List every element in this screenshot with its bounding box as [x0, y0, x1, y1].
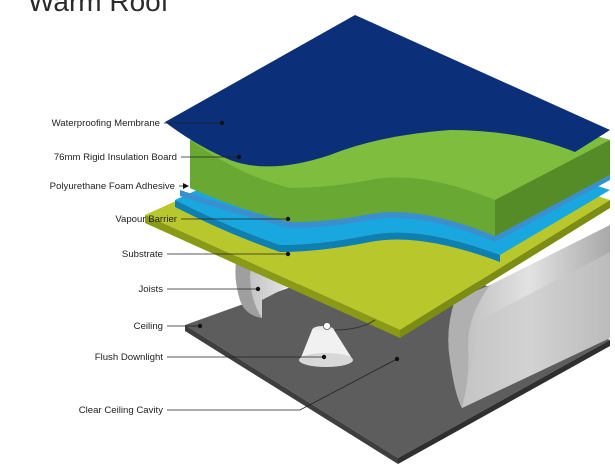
label-rigid-insulation-board: 76mm Rigid Insulation Board: [54, 152, 242, 163]
svg-text:Clear Ceiling Cavity: Clear Ceiling Cavity: [79, 405, 163, 416]
svg-text:Waterproofing Membrane: Waterproofing Membrane: [52, 118, 160, 129]
label-clear-ceiling-cavity: Clear Ceiling Cavity: [79, 356, 400, 416]
label-substrate: Substrate: [122, 249, 291, 260]
svg-text:Ceiling: Ceiling: [134, 321, 163, 332]
waterproofing-membrane-layer: [165, 15, 610, 167]
label-flush-downlight: Flush Downlight: [95, 352, 327, 363]
marker-dot: [236, 154, 242, 160]
svg-text:Substrate: Substrate: [122, 249, 163, 260]
downlight-fixture: [299, 319, 376, 367]
label-joists: Joists: [138, 284, 261, 295]
svg-text:Vapour Barrier: Vapour Barrier: [115, 214, 177, 225]
label-ceiling: Ceiling: [134, 321, 203, 332]
label-foam-adhesive: Polyurethane Foam Adhesive: [50, 181, 189, 192]
marker-dot: [219, 120, 225, 126]
joist-right: [448, 225, 610, 408]
marker-dot: [394, 356, 400, 362]
marker-dot: [255, 286, 261, 292]
marker-dot: [285, 251, 291, 257]
svg-text:Polyurethane Foam Adhesive: Polyurethane Foam Adhesive: [50, 181, 175, 192]
marker-dot: [197, 323, 203, 329]
marker-dot: [285, 216, 291, 222]
svg-text:Joists: Joists: [138, 284, 163, 295]
svg-text:76mm Rigid Insulation Board: 76mm Rigid Insulation Board: [54, 152, 177, 163]
diagram-title: Warm Roof: [28, 0, 169, 17]
marker-dot: [321, 354, 327, 360]
label-vapour-barrier: Vapour Barrier: [115, 214, 291, 225]
svg-text:Flush Downlight: Flush Downlight: [95, 352, 164, 363]
foam-adhesive-layer: [180, 175, 610, 242]
label-waterproofing-membrane: Waterproofing Membrane: [52, 118, 225, 129]
